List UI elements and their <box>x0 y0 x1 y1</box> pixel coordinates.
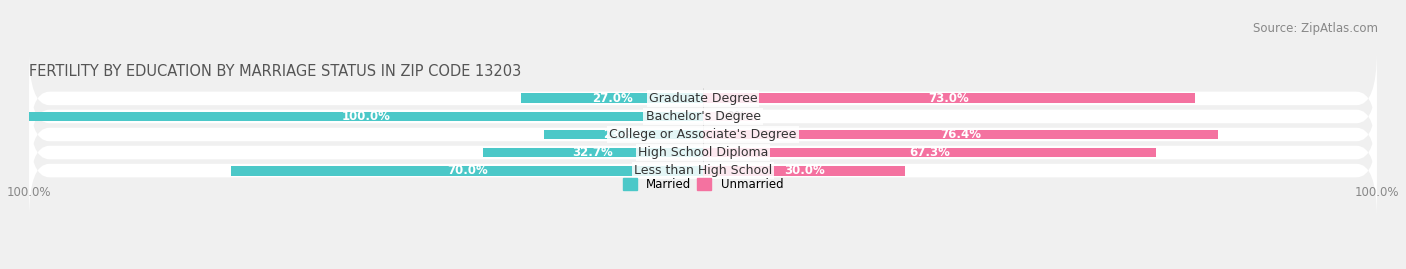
Text: High School Diploma: High School Diploma <box>638 146 768 159</box>
Text: 67.3%: 67.3% <box>910 146 950 159</box>
Text: 76.4%: 76.4% <box>939 128 981 141</box>
Text: 27.0%: 27.0% <box>592 92 633 105</box>
Text: 100.0%: 100.0% <box>342 110 391 123</box>
Text: Less than High School: Less than High School <box>634 164 772 177</box>
Text: 0.0%: 0.0% <box>717 110 747 123</box>
Bar <box>232 166 703 176</box>
Text: 73.0%: 73.0% <box>928 92 969 105</box>
Text: College or Associate's Degree: College or Associate's Degree <box>609 128 797 141</box>
Text: 23.6%: 23.6% <box>603 128 644 141</box>
Legend: Married, Unmarried: Married, Unmarried <box>617 174 789 196</box>
Bar <box>522 93 703 103</box>
Bar <box>703 93 1195 103</box>
Text: Bachelor's Degree: Bachelor's Degree <box>645 110 761 123</box>
Text: FERTILITY BY EDUCATION BY MARRIAGE STATUS IN ZIP CODE 13203: FERTILITY BY EDUCATION BY MARRIAGE STATU… <box>30 65 522 80</box>
Text: Source: ZipAtlas.com: Source: ZipAtlas.com <box>1253 22 1378 34</box>
Bar <box>703 112 756 121</box>
Text: Graduate Degree: Graduate Degree <box>648 92 758 105</box>
FancyBboxPatch shape <box>30 105 1376 200</box>
Bar <box>482 148 703 157</box>
FancyBboxPatch shape <box>30 87 1376 182</box>
FancyBboxPatch shape <box>30 51 1376 146</box>
Text: 32.7%: 32.7% <box>572 146 613 159</box>
FancyBboxPatch shape <box>30 69 1376 164</box>
Text: 30.0%: 30.0% <box>783 164 824 177</box>
Bar <box>703 166 905 176</box>
FancyBboxPatch shape <box>30 123 1376 218</box>
Bar <box>30 112 703 121</box>
Bar <box>544 130 703 139</box>
Text: 70.0%: 70.0% <box>447 164 488 177</box>
Bar <box>703 148 1157 157</box>
Bar <box>703 130 1218 139</box>
